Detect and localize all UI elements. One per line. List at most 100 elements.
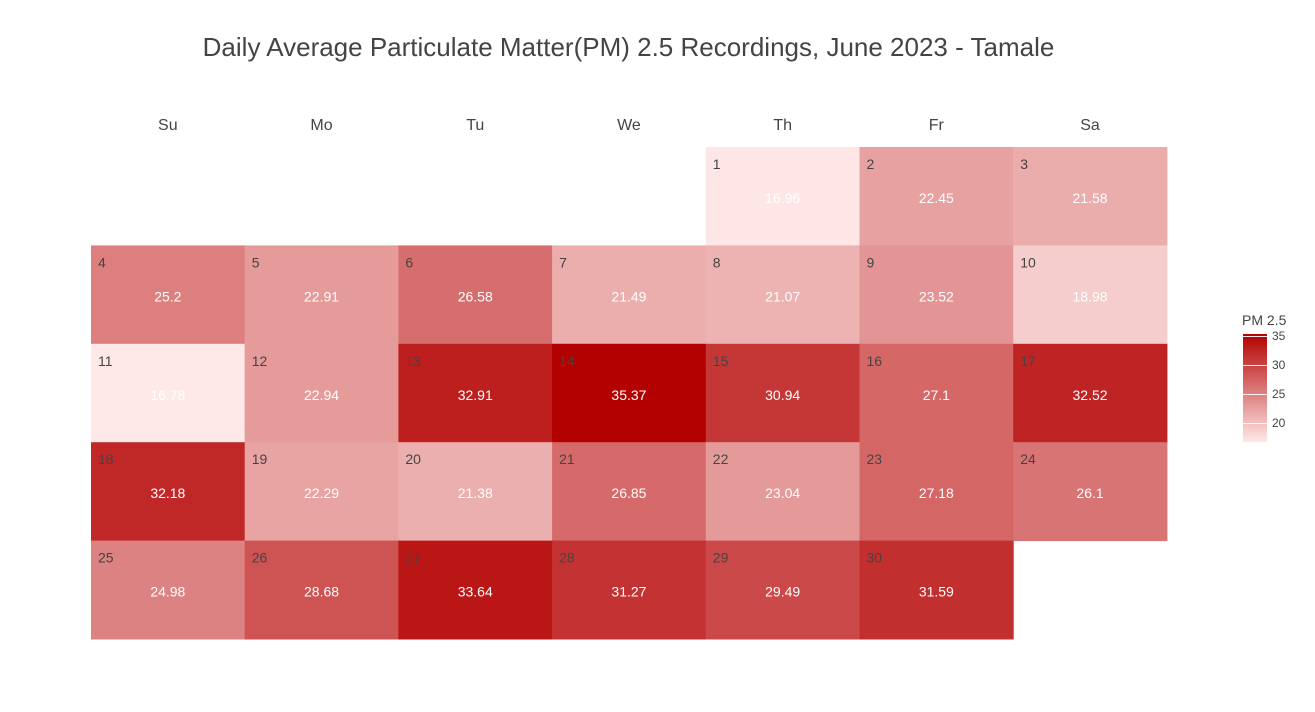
legend-color-bar (1243, 334, 1267, 442)
weekday-label-mo: Mo (310, 117, 332, 134)
day-number: 19 (252, 451, 268, 467)
day-cell-13: 13 32.91 (398, 343, 553, 443)
day-value-label: 31.27 (611, 584, 646, 600)
weekday-label-we: We (617, 117, 641, 134)
day-tile (91, 540, 246, 640)
day-value-label: 32.91 (458, 387, 493, 403)
weekday-label-sa: Sa (1080, 117, 1100, 134)
day-cell-12: 12 22.94 (244, 343, 399, 443)
day-tile (398, 343, 553, 443)
day-number: 1 (713, 156, 721, 172)
day-tile (1013, 442, 1168, 542)
day-cell-14: 14 35.37 (552, 343, 707, 443)
day-number: 17 (1020, 353, 1036, 369)
weekday-label-th: Th (773, 117, 792, 134)
day-tile (705, 245, 860, 345)
day-cell-19: 19 22.29 (244, 442, 399, 542)
legend-tick-label: 20 (1272, 416, 1286, 431)
day-cell-18: 18 32.18 (91, 442, 246, 542)
day-value-label: 30.94 (765, 387, 800, 403)
day-value-label: 16.96 (765, 190, 800, 206)
day-value-label: 25.2 (154, 288, 181, 304)
day-value-label: 32.18 (150, 485, 185, 501)
day-cell-5: 522.91 (244, 245, 399, 345)
day-cell-24: 24 26.1 (1013, 442, 1168, 542)
day-value-label: 22.94 (304, 387, 339, 403)
day-cell-29: 29 29.49 (705, 540, 860, 640)
day-tile (705, 343, 860, 443)
day-number: 18 (98, 451, 114, 467)
day-tile (859, 540, 1014, 640)
day-value-label: 29.49 (765, 584, 800, 600)
day-tile (244, 245, 399, 345)
day-tile (1013, 343, 1168, 443)
day-number: 14 (559, 353, 575, 369)
day-cell-4: 425.2 (91, 245, 246, 345)
day-value-label: 26.1 (1076, 485, 1103, 501)
day-cell-28: 28 31.27 (552, 540, 707, 640)
day-number: 24 (1020, 451, 1036, 467)
day-value-label: 23.52 (919, 288, 954, 304)
day-value-label: 18.98 (1073, 288, 1108, 304)
day-cell-27: 27 33.64 (398, 540, 553, 640)
day-value-label: 22.29 (304, 485, 339, 501)
day-tile (552, 343, 707, 443)
day-value-label: 26.85 (611, 485, 646, 501)
day-value-label: 26.58 (458, 288, 493, 304)
day-number: 5 (252, 254, 260, 270)
day-tile (398, 540, 553, 640)
day-cell-8: 821.07 (705, 245, 860, 345)
day-tile (859, 245, 1014, 345)
day-number: 2 (867, 156, 875, 172)
day-cell-23: 23 27.18 (859, 442, 1014, 542)
day-cell-17: 17 32.52 (1013, 343, 1168, 443)
day-value-label: 23.04 (765, 485, 800, 501)
day-tile (1013, 147, 1168, 246)
day-value-label: 22.91 (304, 288, 339, 304)
day-tile (244, 442, 399, 542)
day-value-label: 21.38 (458, 485, 493, 501)
day-cell-15: 15 30.94 (705, 343, 860, 443)
day-value-label: 28.68 (304, 584, 339, 600)
day-cell-21: 21 26.85 (552, 442, 707, 542)
day-tile (552, 442, 707, 542)
day-number: 11 (98, 353, 113, 369)
day-value-label: 33.64 (458, 584, 493, 600)
day-value-label: 27.18 (919, 485, 954, 501)
day-tile (859, 147, 1014, 246)
day-value-label: 22.45 (919, 190, 954, 206)
day-cell-7: 721.49 (552, 245, 707, 345)
day-cell-6: 626.58 (398, 245, 553, 345)
day-tile (859, 442, 1014, 542)
day-number: 22 (713, 451, 729, 467)
day-tile (244, 343, 399, 443)
day-tile (552, 245, 707, 345)
day-cell-2: 222.45 (859, 147, 1014, 246)
day-tile (705, 147, 860, 246)
day-number: 23 (867, 451, 883, 467)
day-number: 13 (405, 353, 421, 369)
day-tile (705, 540, 860, 640)
day-number: 26 (252, 550, 268, 566)
day-number: 20 (405, 451, 421, 467)
legend: PM 2.5 35 30 25 20 (1236, 312, 1306, 462)
day-number: 21 (559, 451, 575, 467)
day-tile (1013, 245, 1168, 345)
day-tile (91, 442, 246, 542)
day-value-label: 27.1 (923, 387, 950, 403)
day-tile (91, 343, 246, 443)
day-cell-1: 116.96 (705, 147, 860, 246)
day-number: 29 (713, 550, 729, 566)
day-value-label: 21.07 (765, 288, 800, 304)
day-number: 12 (252, 353, 268, 369)
day-tile (552, 540, 707, 640)
day-number: 3 (1020, 156, 1028, 172)
day-value-label: 31.59 (919, 584, 954, 600)
weekday-label-tu: Tu (466, 117, 484, 134)
day-tile (398, 245, 553, 345)
day-cell-20: 20 21.38 (398, 442, 553, 542)
day-number: 6 (405, 254, 413, 270)
day-tile (705, 442, 860, 542)
day-tile (91, 245, 246, 345)
